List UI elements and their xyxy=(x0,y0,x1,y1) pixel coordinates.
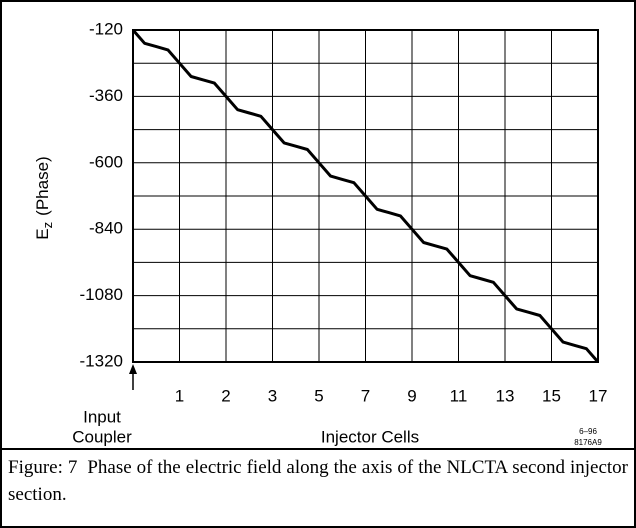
x-tick-label: 5 xyxy=(314,386,323,405)
x-tick-label: 3 xyxy=(268,386,277,405)
caption: Figure: 7 Phase of the electric field al… xyxy=(2,448,634,526)
x-axis-label: Injector Cells xyxy=(321,427,419,446)
x-tick-label: 7 xyxy=(361,386,370,405)
y-tick-label: -840 xyxy=(89,219,123,238)
x-tick-label: 13 xyxy=(496,386,515,405)
x-tick-label: 11 xyxy=(450,386,468,405)
y-tick-label: -1320 xyxy=(80,351,123,370)
code: 6–96 xyxy=(579,427,597,436)
x-tick-label: 1 xyxy=(175,386,184,405)
plot-frame xyxy=(132,29,599,363)
x-tick-label: 17 xyxy=(589,386,608,405)
x-tick-label: 15 xyxy=(542,386,561,405)
y-label-rest: (Phase) xyxy=(33,156,52,216)
code: 8176A9 xyxy=(574,438,602,447)
y-tick-label: -120 xyxy=(89,19,123,38)
y-tick-label: -360 xyxy=(89,86,123,105)
chart: Ez (Phase) Injector Cells Input Coupler 6… xyxy=(33,19,608,447)
annotation: Input xyxy=(83,407,121,426)
arrow-head xyxy=(129,364,137,374)
y-axis-label: Ez (Phase) xyxy=(33,156,55,239)
y-tick-label: -600 xyxy=(89,152,123,171)
x-tick-label: 2 xyxy=(221,386,230,405)
y-tick-label: -1080 xyxy=(80,285,123,304)
x-tick-label: 9 xyxy=(407,386,416,405)
line xyxy=(131,29,600,363)
annotation: Coupler xyxy=(72,427,132,446)
y-label-main: E xyxy=(33,228,52,239)
y-label-sub: z xyxy=(40,222,55,229)
